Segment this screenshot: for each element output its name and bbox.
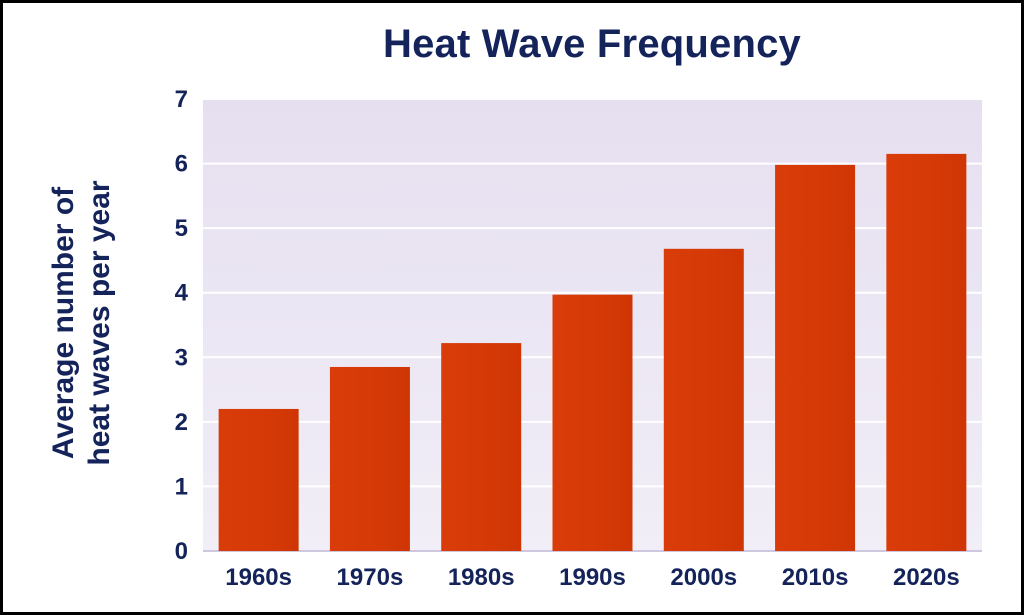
- y-tick-label-0: 0: [175, 538, 188, 565]
- y-tick-label-2: 2: [175, 409, 188, 436]
- x-tick-label-1980s: 1980s: [448, 564, 515, 591]
- bar-1980s: [441, 343, 522, 551]
- x-tick-label-1970s: 1970s: [337, 564, 404, 591]
- chart-title: Heat Wave Frequency: [382, 22, 802, 66]
- bar-1970s: [329, 366, 410, 551]
- bar-1990s: [552, 294, 633, 551]
- y-tick-label-4: 4: [175, 280, 189, 307]
- y-tick-label-6: 6: [175, 151, 188, 178]
- x-tick-label-1990s: 1990s: [559, 564, 626, 591]
- bar-2010s: [775, 164, 856, 551]
- y-tick-label-1: 1: [175, 473, 188, 500]
- y-tick-label-5: 5: [175, 215, 188, 242]
- y-tick-label-3: 3: [175, 344, 188, 371]
- bar-1960s: [218, 408, 299, 551]
- bar-2000s: [663, 248, 744, 551]
- bar-2020s: [886, 153, 967, 551]
- x-tick-label-2010s: 2010s: [782, 564, 849, 591]
- x-tick-label-2000s: 2000s: [670, 564, 737, 591]
- y-tick-label-7: 7: [175, 86, 188, 113]
- x-tick-label-1960s: 1960s: [225, 564, 292, 591]
- x-tick-label-2020s: 2020s: [893, 564, 960, 591]
